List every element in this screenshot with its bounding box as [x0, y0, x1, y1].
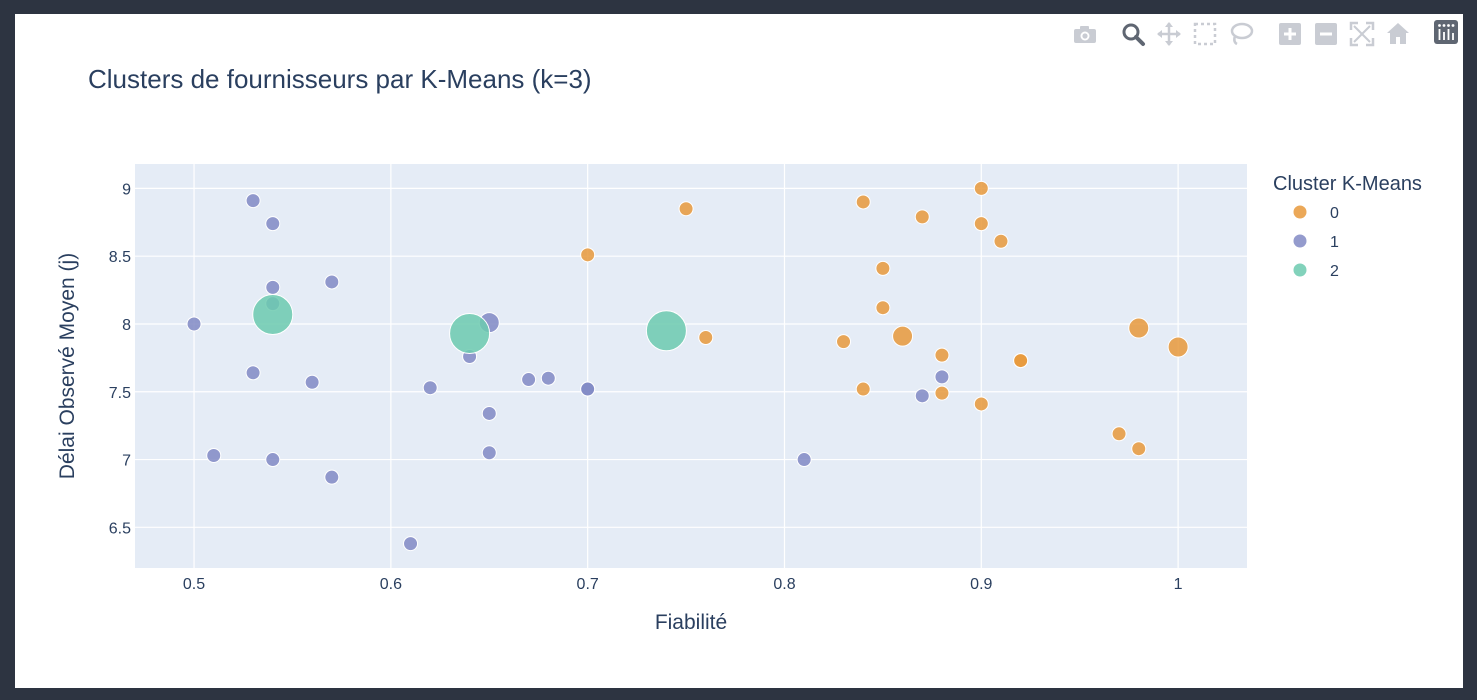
data-point-cluster-0[interactable] — [1013, 353, 1029, 369]
data-point-cluster-0[interactable] — [580, 247, 596, 263]
legend-title: Cluster K-Means — [1273, 173, 1422, 195]
modebar — [1074, 20, 1458, 47]
data-point-cluster-1[interactable] — [481, 405, 497, 421]
legend-item-1[interactable]: 1 — [1292, 233, 1339, 251]
x-tick-label: 1 — [1174, 576, 1183, 593]
data-point-cluster-0[interactable] — [855, 381, 871, 397]
series-2 — [252, 293, 687, 354]
x-tick-label: 0.9 — [970, 576, 992, 593]
data-point-cluster-1[interactable] — [540, 370, 556, 386]
data-point-cluster-0[interactable] — [1128, 317, 1150, 339]
data-point-cluster-1[interactable] — [186, 316, 202, 332]
plot-area[interactable] — [135, 164, 1247, 568]
legend-label: 2 — [1330, 263, 1339, 280]
data-point-cluster-1[interactable] — [265, 216, 281, 232]
x-gridlines — [193, 164, 1179, 568]
legend-label: 0 — [1330, 205, 1339, 222]
y-axis-label: Délai Observé Moyen (j) — [56, 253, 79, 479]
reset-axes-icon[interactable] — [1387, 23, 1409, 44]
legend-label: 1 — [1330, 234, 1339, 251]
data-points — [186, 180, 1189, 552]
data-point-cluster-0[interactable] — [914, 209, 930, 225]
data-point-cluster-1[interactable] — [265, 452, 281, 468]
legend-item-2[interactable]: 2 — [1292, 262, 1339, 280]
data-point-cluster-0[interactable] — [875, 260, 891, 276]
data-point-cluster-0[interactable] — [1111, 426, 1127, 442]
data-point-cluster-1[interactable] — [914, 388, 930, 404]
legend-item-0[interactable]: 0 — [1292, 204, 1339, 222]
data-point-cluster-0[interactable] — [934, 385, 950, 401]
data-point-cluster-2[interactable] — [645, 310, 687, 352]
y-tick-labels: 6.5 7 7.5 8 8.5 9 — [109, 181, 131, 537]
data-point-cluster-1[interactable] — [206, 447, 222, 463]
series-0 — [580, 180, 1189, 457]
autoscale-icon[interactable] — [1349, 21, 1375, 47]
zoom-in-icon[interactable] — [1279, 23, 1301, 45]
data-point-cluster-1[interactable] — [934, 369, 950, 385]
x-tick-label: 0.6 — [380, 576, 402, 593]
legend-marker — [1292, 204, 1308, 220]
data-point-cluster-1[interactable] — [265, 279, 281, 295]
data-point-cluster-2[interactable] — [252, 293, 294, 335]
x-tick-label: 0.7 — [577, 576, 599, 593]
y-tick-label: 6.5 — [109, 520, 131, 537]
data-point-cluster-1[interactable] — [796, 452, 812, 468]
camera-icon[interactable] — [1074, 26, 1096, 43]
data-point-cluster-1[interactable] — [245, 365, 261, 381]
data-point-cluster-0[interactable] — [934, 347, 950, 363]
y-gridlines — [135, 187, 1247, 528]
data-point-cluster-0[interactable] — [875, 300, 891, 316]
zoom-out-icon[interactable] — [1315, 23, 1337, 45]
y-tick-label: 7.5 — [109, 385, 131, 402]
y-tick-label: 7 — [122, 453, 131, 470]
data-point-cluster-0[interactable] — [1167, 336, 1189, 358]
series-1 — [186, 193, 950, 552]
legend: Cluster K-Means 0 1 2 — [1273, 173, 1422, 280]
data-point-cluster-1[interactable] — [304, 374, 320, 390]
x-tick-label: 0.5 — [183, 576, 205, 593]
data-point-cluster-1[interactable] — [422, 380, 438, 396]
pan-icon[interactable] — [1157, 22, 1181, 46]
legend-marker — [1292, 262, 1308, 278]
data-point-cluster-0[interactable] — [678, 201, 694, 217]
data-point-cluster-0[interactable] — [973, 180, 989, 196]
y-tick-label: 9 — [122, 181, 131, 198]
data-point-cluster-1[interactable] — [580, 381, 596, 397]
data-point-cluster-1[interactable] — [324, 469, 340, 485]
data-point-cluster-1[interactable] — [324, 274, 340, 290]
data-point-cluster-1[interactable] — [403, 536, 419, 552]
data-point-cluster-0[interactable] — [973, 216, 989, 232]
data-point-cluster-0[interactable] — [892, 325, 914, 347]
y-tick-label: 8 — [122, 317, 131, 334]
data-point-cluster-0[interactable] — [1131, 441, 1147, 457]
data-point-cluster-1[interactable] — [245, 193, 261, 209]
data-point-cluster-0[interactable] — [698, 330, 714, 346]
x-tick-labels: 0.5 0.6 0.7 0.8 0.9 1 — [183, 576, 1183, 593]
box-select-icon[interactable] — [1193, 22, 1217, 46]
data-point-cluster-2[interactable] — [449, 312, 491, 354]
data-point-cluster-0[interactable] — [836, 334, 852, 350]
x-axis-label: Fiabilité — [655, 611, 727, 634]
data-point-cluster-1[interactable] — [481, 445, 497, 461]
chart-title: Clusters de fournisseurs par K-Means (k=… — [88, 64, 592, 94]
plotly-logo-icon[interactable] — [1434, 20, 1458, 44]
y-tick-label: 8.5 — [109, 249, 131, 266]
legend-marker — [1292, 233, 1308, 249]
x-tick-label: 0.8 — [773, 576, 795, 593]
data-point-cluster-0[interactable] — [993, 233, 1009, 249]
data-point-cluster-0[interactable] — [855, 194, 871, 210]
zoom-icon[interactable] — [1122, 23, 1145, 46]
lasso-select-icon[interactable] — [1230, 22, 1254, 46]
data-point-cluster-1[interactable] — [521, 372, 537, 388]
data-point-cluster-0[interactable] — [973, 396, 989, 412]
